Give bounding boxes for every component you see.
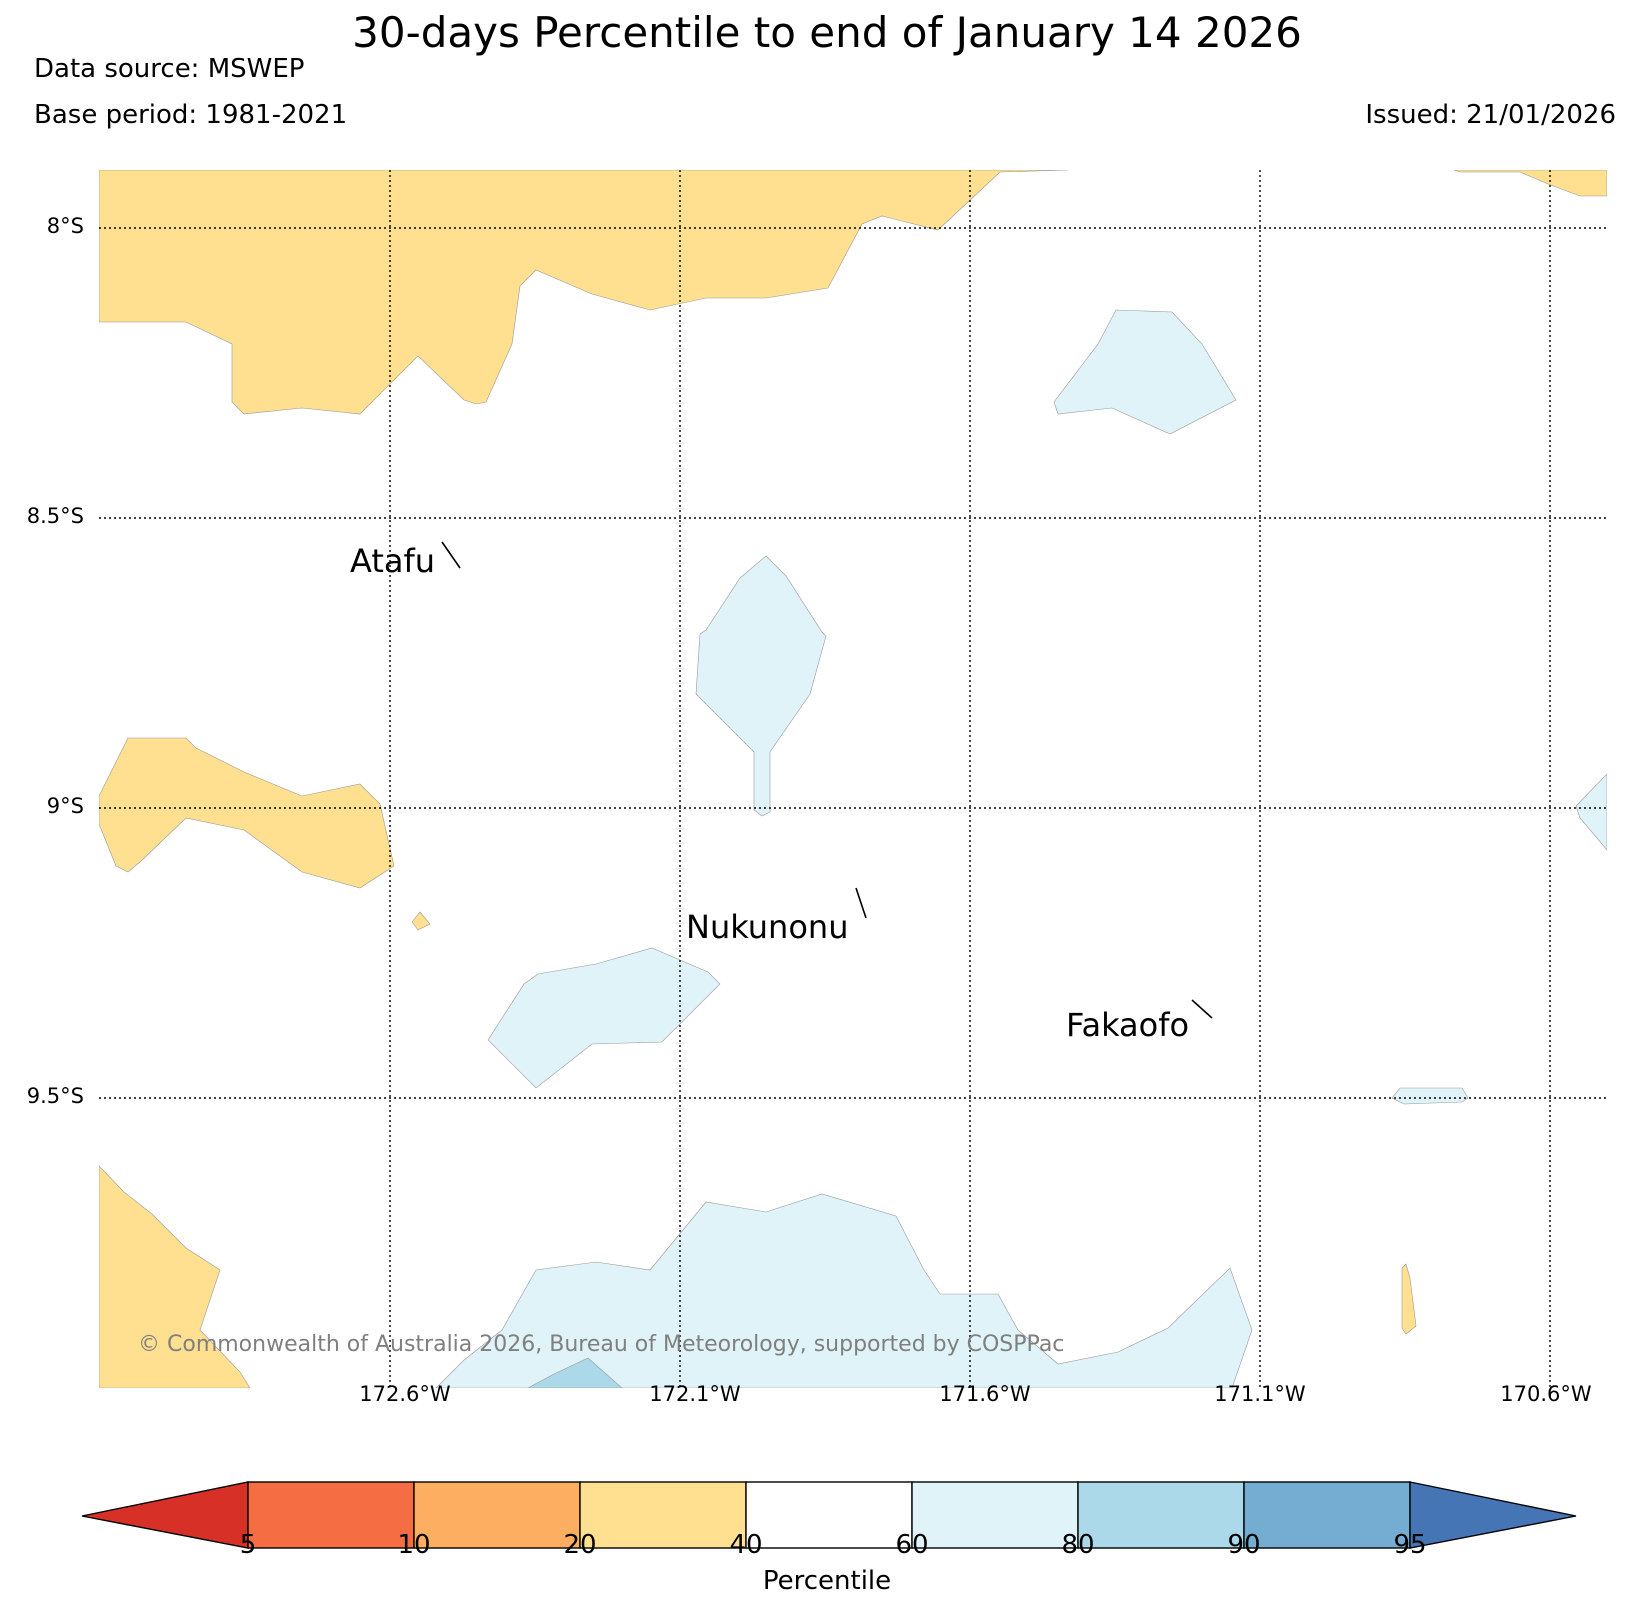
colorbar-tick-40: 40 — [729, 1530, 763, 1560]
region-20-40-ne — [1453, 170, 1607, 197]
lon-label-171-1w: 171.1°W — [1214, 1382, 1306, 1406]
colorbar-90-95 — [1243, 1481, 1411, 1549]
lon-label-170-6w: 170.6°W — [1500, 1382, 1592, 1406]
region-60-80-center — [695, 555, 827, 817]
colorbar-tick-90: 90 — [1227, 1530, 1261, 1560]
region-60-80-east-edge — [1575, 773, 1607, 851]
colorbar-tick-20: 20 — [563, 1530, 597, 1560]
copyright-notice: © Commonwealth of Australia 2026, Bureau… — [138, 1332, 1065, 1357]
colorbar-tick-95: 95 — [1393, 1530, 1427, 1560]
region-20-40-southwest — [99, 1165, 251, 1388]
colorbar-tick-80: 80 — [1061, 1530, 1095, 1560]
colorbar-above-95 — [1409, 1481, 1577, 1549]
issued-date: Issued: 21/01/2026 — [1365, 100, 1616, 130]
nukunonu-marker — [855, 887, 867, 919]
region-60-80-mid — [487, 947, 721, 1089]
fakaofo-marker — [1191, 999, 1213, 1019]
data-source: Data source: MSWEP — [34, 54, 305, 84]
region-60-80-south — [435, 1193, 1253, 1388]
colorbar-60-80 — [911, 1481, 1079, 1549]
lat-label-8s: 8°S — [46, 214, 84, 238]
lat-label-8-5s: 8.5°S — [26, 504, 84, 528]
colorbar-tick-10: 10 — [397, 1530, 431, 1560]
lon-label-172-1w: 172.1°W — [649, 1382, 741, 1406]
region-20-40-speck — [411, 911, 431, 931]
colorbar-tick-5: 5 — [239, 1530, 257, 1560]
colorbar-10-20 — [413, 1481, 581, 1549]
lon-label-172-6w: 172.6°W — [359, 1382, 451, 1406]
atafu-marker — [441, 541, 461, 569]
lon-label-171-6w: 171.6°W — [939, 1382, 1031, 1406]
base-period: Base period: 1981-2021 — [34, 100, 348, 130]
region-20-40-north — [99, 170, 1069, 415]
place-atafu: Atafu — [350, 542, 436, 580]
colorbar — [81, 1481, 1577, 1549]
colorbar-label: Percentile — [762, 1566, 892, 1596]
map-area — [99, 170, 1607, 1388]
place-fakaofo: Fakaofo — [1066, 1006, 1190, 1044]
region-20-40-west — [99, 737, 395, 889]
lat-label-9-5s: 9.5°S — [26, 1084, 84, 1108]
map-title: 30-days Percentile to end of January 14 … — [352, 8, 1302, 57]
region-20-40-southeast — [1401, 1263, 1417, 1335]
lat-label-9s: 9°S — [46, 794, 84, 818]
colorbar-40-60 — [745, 1481, 913, 1549]
colorbar-tick-60: 60 — [895, 1530, 929, 1560]
colorbar-5-10 — [247, 1481, 415, 1549]
place-nukunonu: Nukunonu — [686, 908, 849, 946]
region-60-80-sliver — [1391, 1087, 1469, 1105]
colorbar-20-40 — [579, 1481, 747, 1549]
gridlines — [99, 170, 1607, 1388]
region-60-80-north — [1053, 309, 1237, 435]
region-80-90-south — [527, 1357, 623, 1388]
